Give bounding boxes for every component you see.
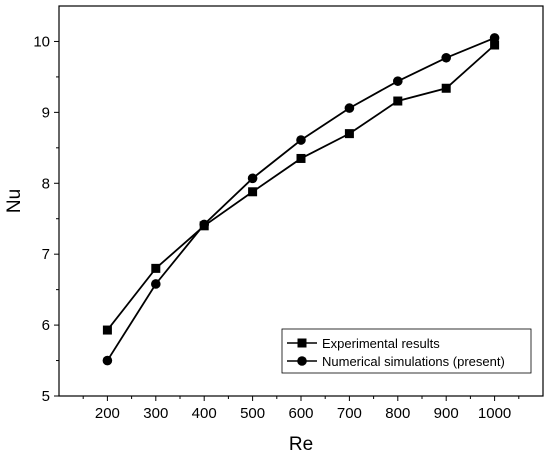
x-tick-label: 500 <box>240 405 265 422</box>
x-tick-label: 800 <box>385 405 410 422</box>
data-point-square <box>393 96 403 106</box>
y-tick-label: 8 <box>42 175 50 192</box>
data-point-circle <box>441 52 452 63</box>
legend: Experimental results Numerical simulatio… <box>281 328 532 374</box>
x-tick-label: 600 <box>288 405 313 422</box>
legend-label-experimental: Experimental results <box>322 336 440 351</box>
legend-marker-square <box>297 338 307 348</box>
y-axis: 5 6 7 8 9 10 <box>33 33 59 405</box>
y-tick-label: 5 <box>42 388 50 405</box>
data-point-circle <box>296 135 306 145</box>
legend-box <box>281 328 532 374</box>
series-layer <box>102 33 500 366</box>
x-tick-label: 900 <box>434 405 459 422</box>
series-line-1 <box>106 37 495 362</box>
data-point-circle <box>151 279 161 289</box>
data-point-circle <box>102 355 113 366</box>
x-tick-label: 1000 <box>478 405 511 422</box>
data-point-circle <box>393 76 403 86</box>
y-tick-label: 7 <box>42 246 50 263</box>
y-tick-label: 6 <box>42 317 50 334</box>
data-point-circle <box>344 103 355 113</box>
data-point-circle <box>199 219 209 230</box>
x-tick-label: 400 <box>192 405 217 422</box>
data-point-square <box>151 263 161 273</box>
y-tick-label: 9 <box>42 104 50 121</box>
data-point-square <box>441 83 451 93</box>
y-axis-title: Nu <box>4 189 25 213</box>
x-tick-label: 300 <box>143 405 168 422</box>
x-axis-title: Re <box>289 434 313 455</box>
series-line-0 <box>106 44 496 331</box>
x-tick-label: 700 <box>337 405 362 422</box>
data-point-square <box>490 40 500 50</box>
legend-label-numerical: Numerical simulations (present) <box>322 354 505 369</box>
data-point-square <box>344 129 354 139</box>
data-point-circle <box>489 33 500 43</box>
data-point-square <box>296 153 306 163</box>
x-axis: 200 300 400 500 600 700 800 900 1000 <box>82 396 520 422</box>
data-point-square <box>248 187 258 197</box>
legend-marker-circle <box>297 356 307 366</box>
y-tick-label: 10 <box>33 33 50 50</box>
x-tick-label: 200 <box>95 405 120 422</box>
data-point-square <box>102 325 112 335</box>
data-point-circle <box>247 173 258 184</box>
